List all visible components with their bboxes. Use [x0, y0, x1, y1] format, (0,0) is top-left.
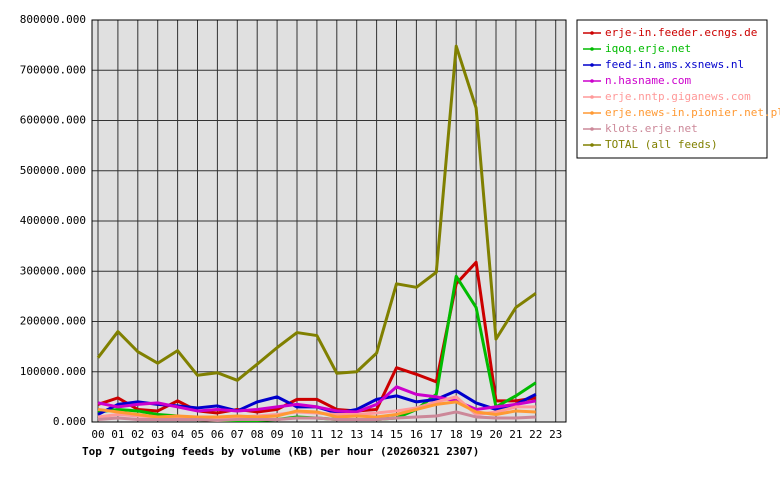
legend-marker	[590, 95, 594, 99]
legend-label: klots.erje.net	[605, 122, 698, 135]
y-tick-label: 600000.000	[20, 114, 86, 127]
y-tick-label: 0.000	[53, 415, 86, 428]
series-line	[96, 44, 537, 382]
x-tick-label: 04	[171, 428, 185, 441]
legend-label: erje-in.feeder.ecngs.de	[605, 26, 757, 39]
legend-marker	[590, 143, 594, 147]
legend-label: iqoq.erje.net	[605, 42, 691, 55]
legend-marker	[590, 63, 594, 67]
series-line	[97, 400, 536, 419]
x-tick-label: 10	[290, 428, 303, 441]
x-tick-label: 13	[350, 428, 363, 441]
y-tick-label: 500000.000	[20, 164, 86, 177]
x-tick-label: 16	[410, 428, 423, 441]
x-tick-label: 20	[489, 428, 502, 441]
x-tick-label: 17	[430, 428, 443, 441]
x-tick-label: 12	[330, 428, 343, 441]
legend-label: erje.nntp.giganews.com	[605, 90, 751, 103]
x-tick-label: 15	[390, 428, 403, 441]
legend-label: erje.news-in.pionier.net.pl	[605, 106, 780, 119]
x-tick-label: 01	[111, 428, 124, 441]
x-tick-label: 07	[231, 428, 244, 441]
x-tick-label: 08	[251, 428, 264, 441]
y-tick-label: 400000.000	[20, 214, 86, 227]
legend-marker	[590, 79, 594, 83]
chart-title: Top 7 outgoing feeds by volume (KB) per …	[82, 445, 479, 458]
legend-label: n.hasname.com	[605, 74, 691, 87]
legend-marker	[590, 31, 594, 35]
legend-marker	[590, 47, 594, 51]
x-tick-label: 21	[509, 428, 522, 441]
legend-label: feed-in.ams.xsnews.nl	[605, 58, 744, 71]
y-tick-label: 100000.000	[20, 365, 86, 378]
legend-label: TOTAL (all feeds)	[605, 138, 718, 151]
legend-box	[576, 19, 768, 159]
x-tick-label: 05	[191, 428, 204, 441]
x-tick-label: 14	[370, 428, 384, 441]
y-tick-label: 300000.000	[20, 264, 86, 277]
x-tick-label: 06	[211, 428, 224, 441]
series-line	[97, 410, 536, 422]
x-tick-label: 00	[91, 428, 104, 441]
y-tick-label: 700000.000	[20, 63, 86, 76]
y-tick-label: 200000.000	[20, 315, 86, 328]
plot-frame	[91, 19, 567, 423]
x-tick-label: 11	[310, 428, 323, 441]
x-tick-label: 09	[270, 428, 283, 441]
x-tick-label: 03	[151, 428, 164, 441]
x-tick-label: 18	[450, 428, 463, 441]
legend-marker	[590, 127, 594, 131]
x-tick-label: 22	[529, 428, 542, 441]
y-tick-label: 800000.000	[20, 13, 86, 26]
x-tick-label: 23	[549, 428, 562, 441]
x-tick-label: 19	[469, 428, 482, 441]
legend-marker	[590, 111, 594, 115]
x-tick-label: 02	[131, 428, 144, 441]
